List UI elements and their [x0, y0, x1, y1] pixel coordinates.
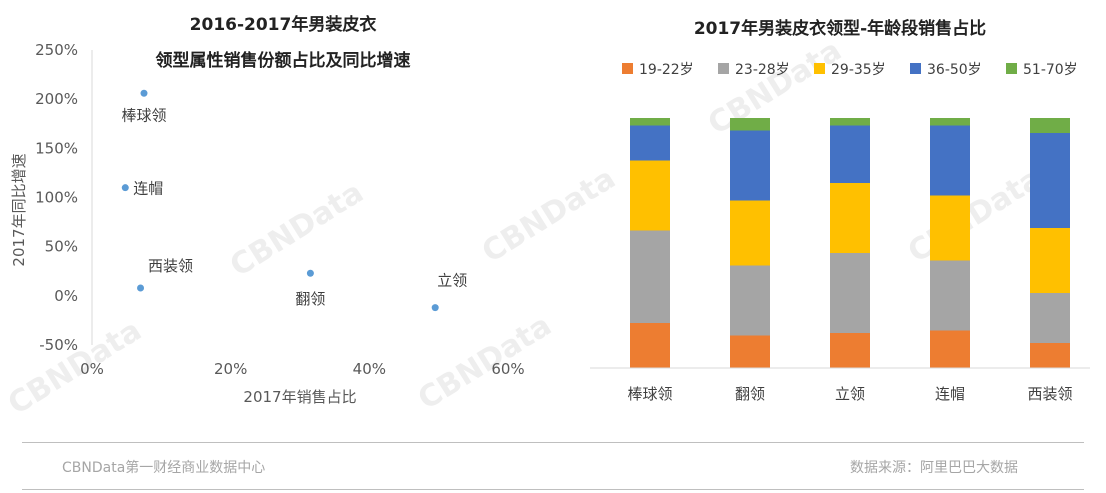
- scatter-y-tick-label: 150%: [35, 139, 78, 157]
- bar-segment: [830, 333, 870, 368]
- bar-segment: [830, 253, 870, 333]
- bar-segment: [830, 183, 870, 253]
- bar-segment: [730, 130, 770, 201]
- scatter-chart: 2016-2017年男装皮衣 领型属性销售份额占比及同比增速 -50% 0% 50%…: [0, 0, 560, 430]
- scatter-chart-svg: 2016-2017年男装皮衣 领型属性销售份额占比及同比增速 -50%0%50%…: [10, 14, 525, 406]
- stacked-bar-chart: 2017年男装皮衣领型-年龄段销售占比 19-22岁 23-28岁 29-35岁 36…: [560, 0, 1106, 430]
- bar-segment: [930, 330, 970, 368]
- scatter-y-tick-label: 100%: [35, 189, 78, 207]
- bar-segment: [930, 260, 970, 331]
- scatter-y-axis-title: 2017年同比增速: [10, 153, 28, 266]
- bar-segment: [630, 125, 670, 161]
- scatter-point-label: 西装领: [148, 257, 193, 275]
- bar-segment: [630, 323, 670, 368]
- footer-divider-top: [22, 442, 1084, 443]
- legend-label: 29-35岁: [831, 62, 886, 78]
- footer-data-source: 数据来源：阿里巴巴大数据: [850, 460, 1018, 476]
- scatter-point-label: 立领: [437, 272, 467, 290]
- legend-label: 51-70岁: [1023, 62, 1078, 78]
- bar-segment: [1030, 133, 1070, 228]
- legend-label: 36-50岁: [927, 62, 982, 78]
- bar-segment: [1030, 228, 1070, 293]
- bar-category-label: 棒球领: [627, 385, 672, 403]
- bar-category-label: 西装领: [1027, 385, 1072, 403]
- legend-swatch: [814, 63, 825, 74]
- scatter-point-label: 翻领: [295, 290, 325, 308]
- scatter-point-label: 连帽: [133, 180, 163, 198]
- stacked-bar-chart-svg: 2017年男装皮衣领型-年龄段销售占比 19-22岁 23-28岁 29-35岁 36…: [590, 18, 1090, 403]
- legend-swatch: [622, 63, 633, 74]
- bar-segment: [1030, 293, 1070, 343]
- bar-segment: [830, 118, 870, 126]
- bar-category-label: 立领: [835, 385, 865, 403]
- scatter-x-tick-label: 60%: [491, 360, 524, 378]
- legend-swatch: [718, 63, 729, 74]
- footer-divider-bottom: [22, 489, 1084, 490]
- bar-segment: [830, 125, 870, 183]
- scatter-point: [137, 284, 145, 292]
- bar-segment: [730, 118, 770, 131]
- legend-label: 19-22岁: [639, 62, 694, 78]
- scatter-y-tick-label: -50%: [39, 336, 78, 354]
- scatter-x-tick-label: 0%: [80, 360, 104, 378]
- bar-segment: [730, 335, 770, 368]
- legend-label: 23-28岁: [735, 62, 790, 78]
- scatter-point-label: 棒球领: [121, 106, 166, 124]
- bar-segment: [630, 160, 670, 231]
- scatter-point: [431, 304, 439, 312]
- scatter-point: [121, 184, 129, 192]
- bar-segment: [630, 230, 670, 323]
- bar-segment: [1030, 118, 1070, 133]
- scatter-point: [140, 89, 148, 97]
- bar-segment: [930, 195, 970, 261]
- scatter-title-line-1: 2016-2017年男装皮衣: [190, 14, 377, 35]
- legend-swatch: [1006, 63, 1017, 74]
- bar-segment: [1030, 343, 1070, 368]
- bar-segment: [630, 118, 670, 126]
- legend: 19-22岁 23-28岁 29-35岁 36-50岁 51-70岁: [622, 62, 1078, 78]
- footer-source-org: CBNData第一财经商业数据中心: [62, 460, 266, 476]
- scatter-title-line-2: 领型属性销售份额占比及同比增速: [156, 50, 411, 71]
- scatter-x-tick-label: 20%: [214, 360, 247, 378]
- bar-segment: [930, 125, 970, 196]
- bar-segment: [930, 118, 970, 126]
- scatter-x-axis-title: 2017年销售占比: [243, 388, 356, 406]
- bar-category-label: 连帽: [935, 385, 965, 403]
- scatter-y-tick-label: 0%: [54, 287, 78, 305]
- bar-chart-title: 2017年男装皮衣领型-年龄段销售占比: [694, 18, 986, 39]
- scatter-point: [306, 269, 314, 277]
- bar-segment: [730, 265, 770, 336]
- bar-category-label: 翻领: [735, 385, 765, 403]
- legend-swatch: [910, 63, 921, 74]
- scatter-y-tick-label: 250%: [35, 41, 78, 59]
- bar-segment: [730, 200, 770, 266]
- scatter-y-tick-label: 200%: [35, 90, 78, 108]
- scatter-x-tick-label: 40%: [353, 360, 386, 378]
- scatter-y-tick-label: 50%: [45, 238, 78, 256]
